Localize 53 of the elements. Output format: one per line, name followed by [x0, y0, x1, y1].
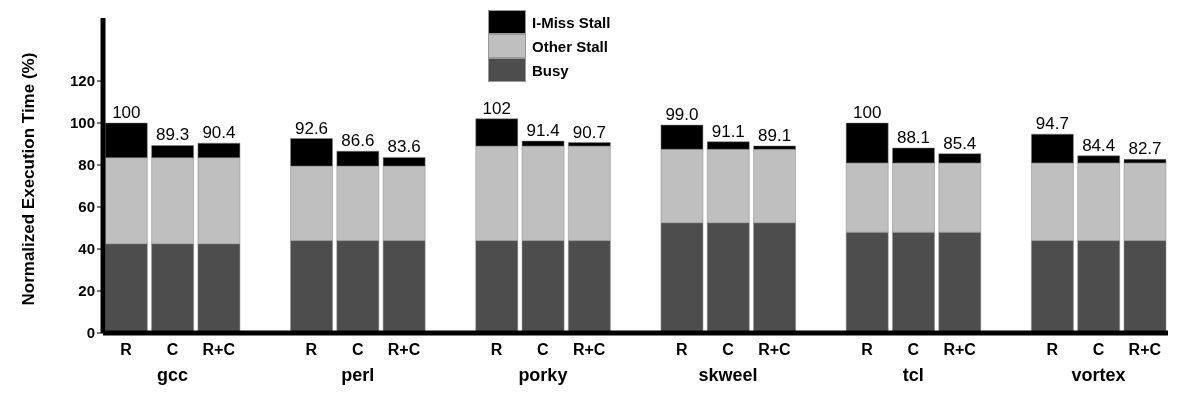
total-label: 100	[853, 103, 882, 122]
total-label: 90.7	[572, 122, 606, 142]
y-tick-label: 20	[78, 282, 95, 300]
text: tcl	[902, 365, 924, 385]
total-label: 102	[482, 98, 511, 118]
y-tick-label: 40	[78, 240, 95, 258]
x-tick-label: R+C	[572, 341, 606, 358]
y-tick-label: 80	[78, 156, 95, 174]
text: perl	[341, 365, 375, 385]
x-tick-label: C	[907, 341, 920, 358]
total-label: 86.6	[341, 131, 375, 151]
y-tick-label: 60	[78, 198, 95, 216]
y-tick-label: 120	[69, 72, 95, 90]
x-tick-label: R+C	[202, 341, 236, 358]
total-label: 91.1	[711, 121, 745, 141]
text: vortex	[1071, 365, 1126, 385]
x-tick-label: R	[490, 341, 503, 358]
x-tick-label: R	[861, 341, 874, 358]
y-tick-label: 100	[69, 114, 95, 132]
y-axis-title: Normalized Execution Time (%)	[19, 52, 39, 306]
total-label: 84.4	[1082, 135, 1116, 155]
total-label: 85.4	[943, 133, 977, 153]
total-label: 94.7	[1035, 114, 1069, 134]
x-tick-label: R	[676, 341, 689, 358]
total-label: 82.7	[1128, 139, 1162, 159]
total-label: 89.3	[156, 125, 190, 145]
text: skweel	[698, 365, 758, 385]
legend-label: I-Miss Stall	[532, 13, 611, 31]
x-tick-label: R	[1046, 341, 1059, 358]
total-label: 90.4	[202, 123, 236, 143]
x-tick-label: R+C	[1128, 341, 1162, 358]
x-tick-label: C	[166, 341, 179, 358]
x-tick-label: R	[305, 341, 318, 358]
total-label: 99.0	[665, 105, 699, 125]
text: porky	[518, 365, 568, 385]
x-tick-label: C	[722, 341, 735, 358]
total-label: 100	[112, 103, 141, 122]
x-tick-label: R	[120, 341, 133, 358]
x-tick-label: C	[537, 341, 550, 358]
x-tick-label: R+C	[758, 341, 792, 358]
legend-label: Other Stall	[532, 37, 608, 55]
x-tick-label: C	[1092, 341, 1105, 358]
y-tick-label: 0	[86, 324, 95, 342]
total-label: 88.1	[896, 127, 931, 147]
legend-label: Busy	[532, 61, 569, 79]
total-label: 83.6	[387, 137, 421, 157]
x-tick-label: R+C	[943, 341, 977, 358]
text: gcc	[156, 365, 188, 385]
total-label: 89.1	[758, 125, 792, 145]
x-tick-label: R+C	[387, 341, 421, 358]
total-label: 92.6	[294, 118, 329, 138]
total-label: 91.4	[526, 121, 560, 141]
x-tick-label: C	[351, 341, 364, 358]
